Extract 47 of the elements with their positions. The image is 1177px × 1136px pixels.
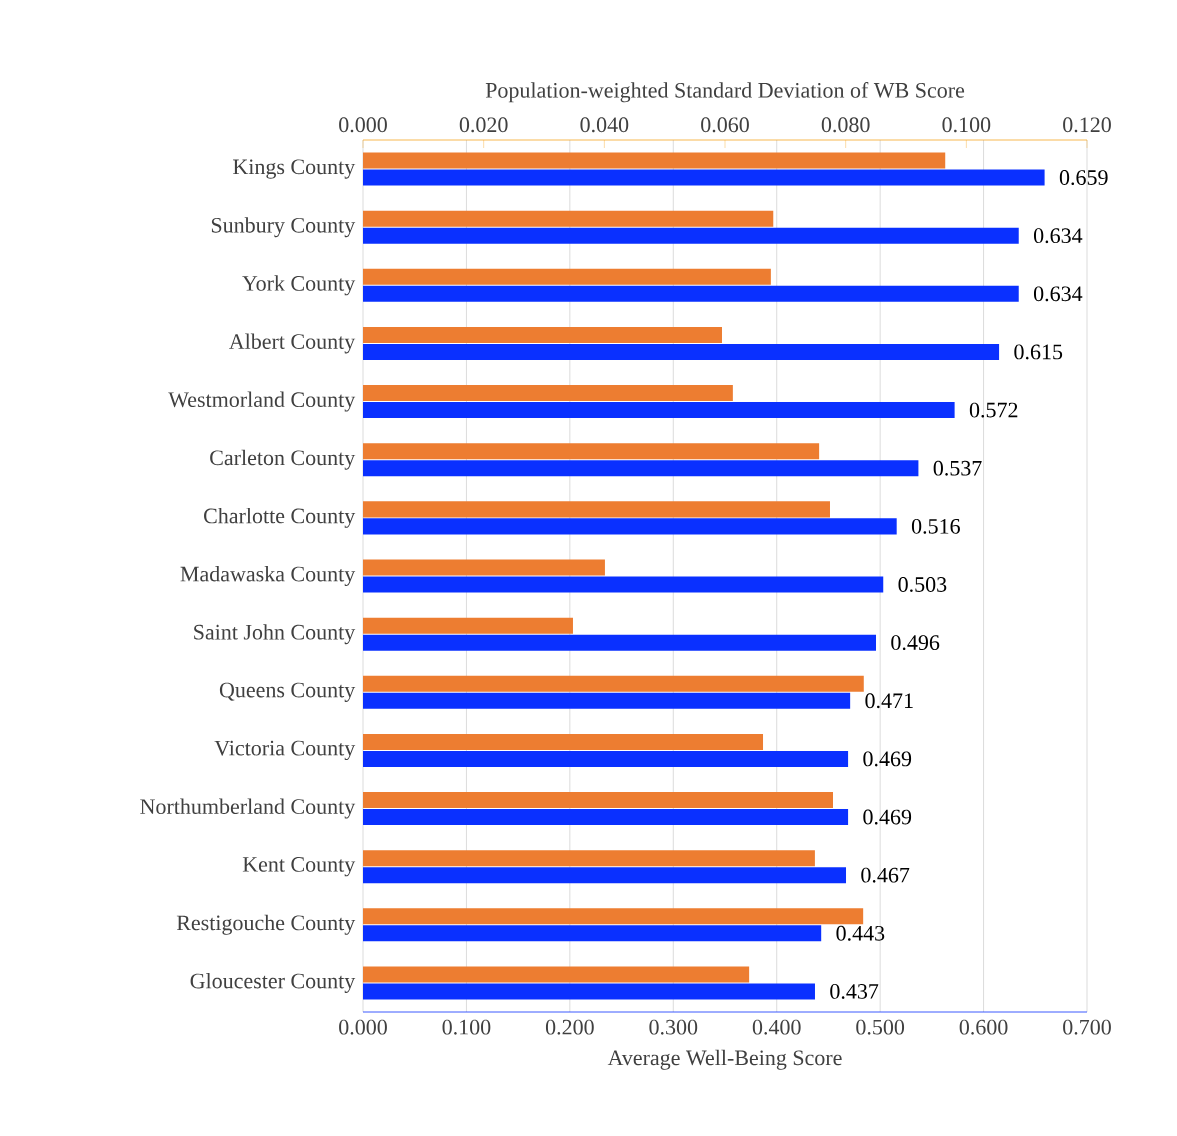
x2-axis-title: Population-weighted Standard Deviation of WB Score xyxy=(485,82,965,103)
y-tick-label: Victoria County xyxy=(214,740,356,761)
data-label: 0.469 xyxy=(863,751,912,767)
y-tick-label: Madawaska County xyxy=(180,566,356,586)
x2-tick-label: 0.060 xyxy=(701,117,749,133)
y-tick-label: Gloucester County xyxy=(190,972,356,993)
x-tick-label: 0.200 xyxy=(545,1019,594,1035)
data-label: 0.503 xyxy=(898,577,947,592)
data-label: 0.516 xyxy=(911,518,960,534)
y-tick-label: Carleton County xyxy=(210,449,356,470)
x-tick-label: 0.600 xyxy=(959,1019,1008,1035)
y-tick-label: York County xyxy=(242,275,356,296)
x2-tick-label: 0.040 xyxy=(580,117,629,133)
y-tick-label: Kings County xyxy=(233,159,356,179)
data-label: 0.572 xyxy=(969,402,1018,418)
data-label: 0.437 xyxy=(830,983,879,999)
y-tick-label: Albert County xyxy=(229,333,356,354)
x2-tick-label: 0.080 xyxy=(821,117,870,133)
data-label: 0.496 xyxy=(891,635,940,651)
x-tick-label: 0.400 xyxy=(752,1019,801,1035)
y-tick-label: Westmorland County xyxy=(168,391,356,412)
data-label: 0.537 xyxy=(933,460,982,476)
y-tick-label: Saint John County xyxy=(194,624,356,645)
data-label: 0.471 xyxy=(865,693,913,709)
y-tick-label: Kent County xyxy=(242,857,356,877)
x-tick-label: 0.100 xyxy=(442,1019,491,1035)
y-tick-label: Northumberland County xyxy=(140,798,356,819)
x-tick-label: 0.300 xyxy=(649,1019,698,1035)
x2-tick-label: 0.000 xyxy=(339,117,387,133)
data-label: 0.469 xyxy=(863,809,912,825)
x-tick-label: 0.700 xyxy=(1063,1019,1111,1035)
x2-tick-label: 0.100 xyxy=(942,117,991,133)
data-label: 0.467 xyxy=(861,867,910,883)
data-label: 0.443 xyxy=(836,925,885,941)
x2-tick-label: 0.020 xyxy=(459,117,508,133)
y-tick-label: Sunbury County xyxy=(211,217,356,238)
x-axis-title: Average Well-Being Score xyxy=(607,1049,842,1070)
y-tick-label: Charlotte County xyxy=(204,507,356,528)
data-label: 0.634 xyxy=(1033,286,1083,302)
y-tick-label: Queens County xyxy=(219,682,356,702)
data-label: 0.634 xyxy=(1033,228,1083,244)
y-tick-label: Restigouche County xyxy=(176,914,356,935)
data-label: 0.659 xyxy=(1059,170,1108,186)
data-label: 0.615 xyxy=(1014,344,1063,360)
x2-tick-label: 0.120 xyxy=(1063,117,1111,133)
x-tick-label: 0.000 xyxy=(339,1019,387,1035)
x-tick-label: 0.500 xyxy=(856,1019,905,1035)
